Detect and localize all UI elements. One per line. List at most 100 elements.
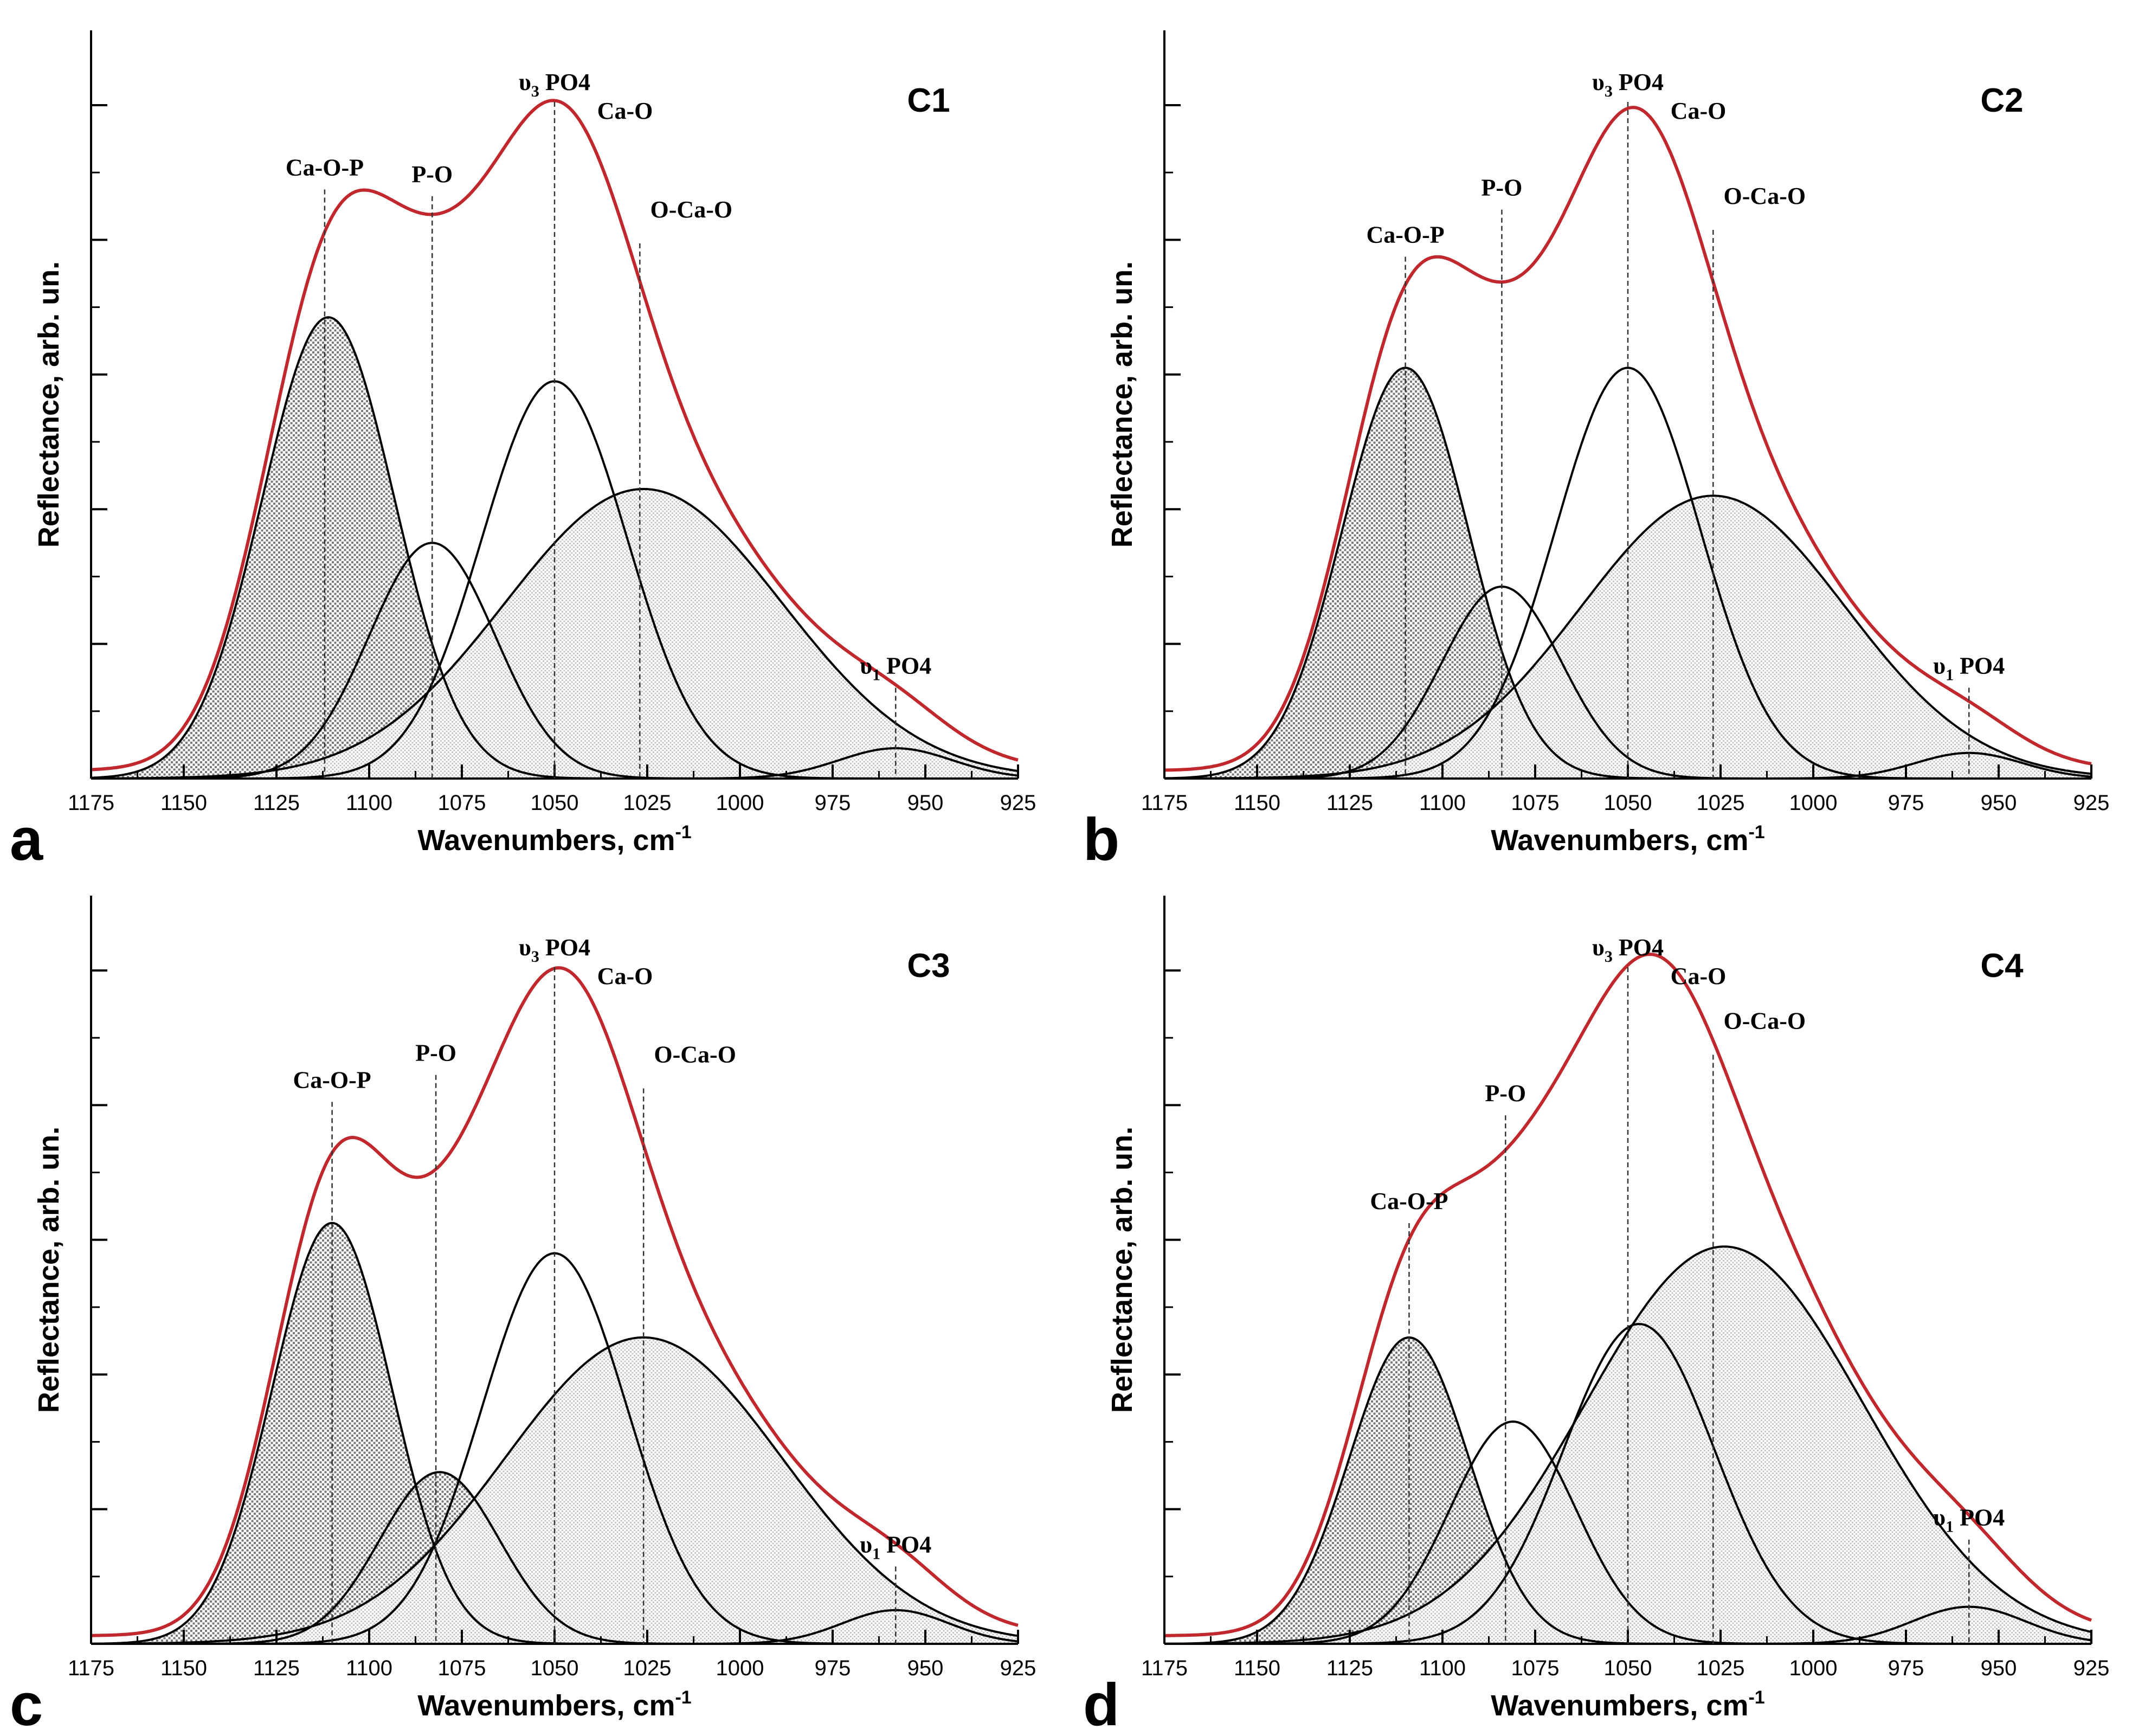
peak-label-0: Ca-O-P — [1370, 1188, 1448, 1214]
peak-label-sub: 3 — [531, 948, 539, 966]
panel-title: C2 — [1980, 82, 2023, 119]
x-tick-label-9: 950 — [907, 1656, 944, 1680]
peak-label-tail: PO4 — [1954, 653, 2005, 679]
x-tick-label-7: 1000 — [1789, 791, 1838, 815]
peak-label-0: Ca-O-P — [293, 1066, 371, 1093]
peak-label-5: υ1 PO4 — [1933, 653, 2005, 684]
x-tick-label-2: 1125 — [253, 791, 300, 815]
component-curve-3 — [1164, 1245, 2092, 1645]
peak-label-1: P-O — [411, 161, 453, 188]
peak-label-tail: PO4 — [539, 69, 590, 95]
envelope-curve — [1164, 953, 2092, 1637]
panel-letter: d — [1083, 1671, 1119, 1736]
x-tick-label-0: 1175 — [1141, 791, 1188, 815]
component-fill-0 — [91, 317, 1018, 779]
peak-label-5: υ1 PO4 — [860, 1531, 931, 1563]
envelope-curve — [91, 99, 1019, 771]
component-curve-3 — [1164, 494, 2092, 780]
peak-label-2: υ3 PO4 — [519, 69, 590, 100]
x-tick-label-6: 1025 — [623, 791, 672, 815]
x-tick-label-4: 1075 — [1511, 791, 1560, 815]
panel-letter: a — [10, 806, 43, 873]
chart-panel-c: 1175 1150 1125 1100 1075 1050 1025 1000 975 950 92… — [10, 896, 1036, 1736]
x-tick-label-8: 975 — [1888, 791, 1924, 815]
peak-label-tail: PO4 — [539, 934, 590, 961]
x-axis-title: Wavenumbers, cm-1 — [1491, 1687, 1764, 1722]
panel-letter: b — [1083, 806, 1119, 873]
x-axis-title-sup: -1 — [1748, 822, 1764, 843]
x-tick-label-6: 1025 — [1697, 1656, 1745, 1680]
x-tick-label-7: 1000 — [716, 791, 764, 815]
x-axis-title-sup: -1 — [675, 1687, 691, 1708]
peak-label-sub: 3 — [531, 82, 539, 100]
x-tick-label-5: 1050 — [1604, 791, 1652, 815]
peak-label-2: υ3 PO4 — [1592, 934, 1664, 966]
peak-label-3: Ca-O — [1671, 98, 1727, 124]
x-axis-title-sup: -1 — [675, 822, 691, 843]
peak-label-4: O-Ca-O — [1724, 183, 1806, 209]
y-axis-title: Reflectance, arb. un. — [1106, 261, 1138, 548]
component-fill-0 — [91, 1223, 1018, 1644]
component-fill-3 — [1164, 496, 2091, 779]
x-tick-label-5: 1050 — [531, 1656, 579, 1680]
x-tick-label-8: 975 — [815, 791, 851, 815]
x-tick-label-2: 1125 — [1326, 791, 1373, 815]
x-axis-title: Wavenumbers, cm-1 — [417, 1687, 691, 1722]
x-axis-title-sup: -1 — [1748, 1687, 1764, 1708]
x-tick-label-1: 1150 — [1234, 1656, 1280, 1680]
x-axis-title: Wavenumbers, cm-1 — [1491, 822, 1764, 857]
y-axis-title: Reflectance, arb. un. — [33, 261, 65, 548]
peak-label-tail: PO4 — [1613, 69, 1664, 95]
y-axis-title: Reflectance, arb. un. — [33, 1127, 65, 1413]
y-axis-title: Reflectance, arb. un. — [1106, 1127, 1138, 1413]
x-tick-label-10: 925 — [2073, 791, 2110, 815]
x-tick-label-7: 1000 — [716, 1656, 764, 1680]
peak-label-sub: 3 — [1605, 82, 1613, 100]
peak-label-sub: 1 — [872, 1545, 880, 1563]
panel-letter: c — [10, 1671, 43, 1736]
x-tick-label-8: 975 — [815, 1656, 851, 1680]
x-tick-label-6: 1025 — [1697, 791, 1745, 815]
x-axis-title: Wavenumbers, cm-1 — [417, 822, 691, 857]
x-tick-label-8: 975 — [1888, 1656, 1924, 1680]
x-tick-label-9: 950 — [907, 791, 944, 815]
peak-label-5: υ1 PO4 — [1933, 1504, 2005, 1536]
x-tick-label-5: 1050 — [1604, 1656, 1652, 1680]
peak-label-5: υ1 PO4 — [860, 653, 931, 684]
x-tick-label-5: 1050 — [531, 791, 579, 815]
x-tick-label-9: 950 — [1981, 1656, 2017, 1680]
x-tick-label-9: 950 — [1981, 791, 2017, 815]
peak-label-1: P-O — [415, 1040, 456, 1066]
x-tick-label-1: 1150 — [160, 1656, 207, 1680]
component-fill-3 — [1164, 1246, 2091, 1644]
x-tick-label-10: 925 — [1000, 791, 1036, 815]
x-tick-label-3: 1100 — [1419, 1656, 1466, 1680]
peak-label-tail: PO4 — [880, 1531, 931, 1558]
chart-panel-d: 1175 1150 1125 1100 1075 1050 1025 1000 975 950 92… — [1083, 896, 2109, 1736]
x-tick-label-4: 1075 — [438, 1656, 486, 1680]
peak-label-tail: PO4 — [1954, 1504, 2005, 1531]
peak-label-4: O-Ca-O — [654, 1041, 736, 1068]
peak-label-tail: PO4 — [1613, 934, 1664, 961]
x-tick-label-0: 1175 — [68, 791, 114, 815]
x-tick-label-10: 925 — [2073, 1656, 2110, 1680]
panel-title: C4 — [1980, 947, 2024, 985]
x-tick-label-1: 1150 — [160, 791, 207, 815]
peak-label-2: υ3 PO4 — [519, 934, 590, 966]
x-tick-label-7: 1000 — [1789, 1656, 1838, 1680]
peak-label-1: P-O — [1485, 1080, 1526, 1107]
peak-label-3: Ca-O — [597, 98, 653, 124]
peak-label-3: Ca-O — [1671, 963, 1727, 989]
peak-label-sub: 3 — [1605, 948, 1613, 966]
x-tick-label-0: 1175 — [1141, 1656, 1188, 1680]
chart-panel-a: 1175 1150 1125 1100 1075 1050 1025 1000 975 950 92… — [10, 30, 1036, 873]
component-fill-0 — [1164, 368, 2091, 779]
component-fill-0 — [1164, 1337, 2091, 1644]
x-tick-label-10: 925 — [1000, 1656, 1036, 1680]
x-tick-label-4: 1075 — [438, 791, 486, 815]
chart-panel-b: 1175 1150 1125 1100 1075 1050 1025 1000 975 950 92… — [1083, 30, 2109, 873]
x-tick-label-3: 1100 — [346, 791, 392, 815]
x-tick-label-2: 1125 — [253, 1656, 300, 1680]
panel-title: C1 — [907, 82, 950, 119]
